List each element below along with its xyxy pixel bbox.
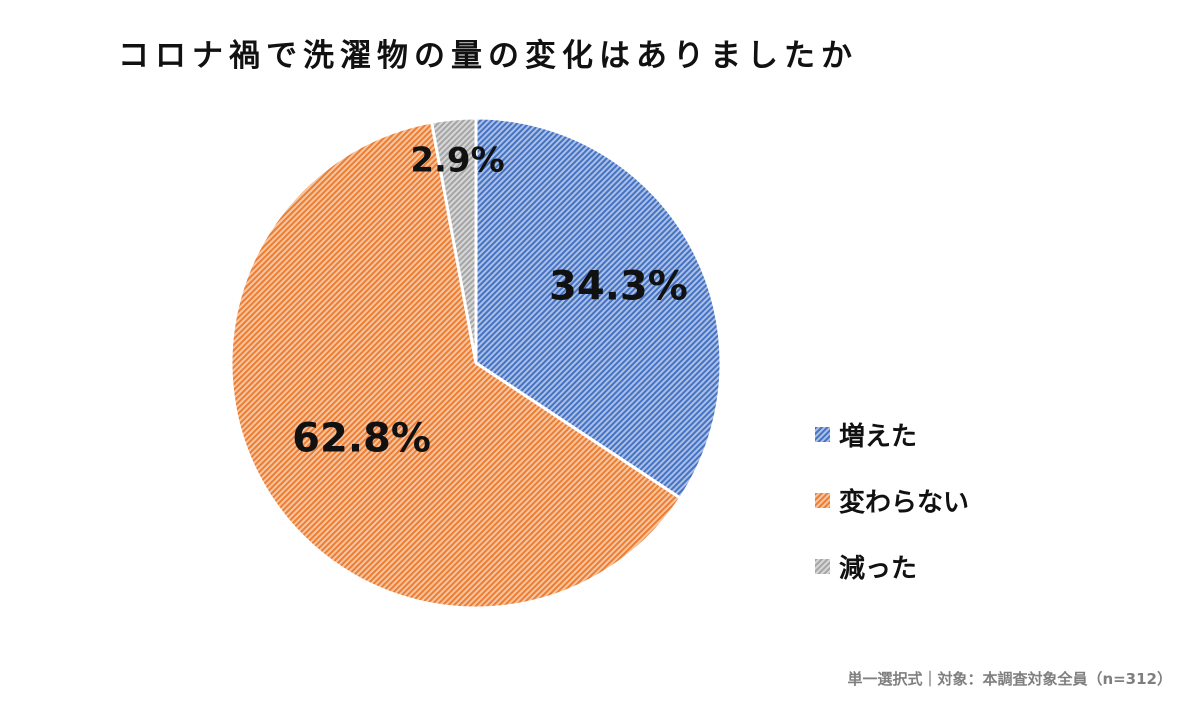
legend-swatch-decreased xyxy=(815,559,830,574)
pie-slices xyxy=(229,116,723,610)
legend-swatch-unchanged xyxy=(815,493,830,508)
footnote: 単一選択式｜対象：本調査対象全員（n=312） xyxy=(847,670,1172,688)
data-label-increased: 34.3% xyxy=(549,263,688,309)
data-label-unchanged: 62.8% xyxy=(292,416,431,462)
legend-label-unchanged: 変わらない xyxy=(839,488,970,518)
chart-title: コロナ禍で洗濯物の量の変化はありましたか xyxy=(118,38,858,74)
legend-swatch-increased xyxy=(815,427,830,442)
pie-slice-decreased[interactable] xyxy=(430,116,478,365)
legend-label-increased: 増えた xyxy=(839,422,918,452)
data-label-decreased: 2.9% xyxy=(410,140,504,180)
legend-label-decreased: 減った xyxy=(839,554,918,584)
pie-data-labels: 34.3% 62.8% 2.9% xyxy=(292,140,688,461)
pie-slice-unchanged[interactable] xyxy=(229,120,682,610)
